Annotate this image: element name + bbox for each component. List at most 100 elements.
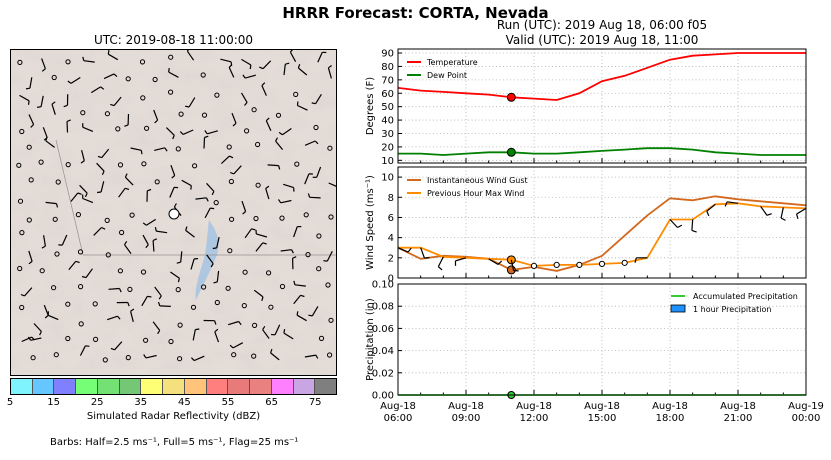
wind-barb: [108, 287, 122, 293]
calm-wind-marker: [251, 353, 257, 359]
wind-barb: [33, 323, 42, 336]
wind-barb: [271, 324, 281, 336]
wind-barb: [297, 64, 308, 76]
wind-barb: [25, 77, 33, 90]
wind-barb: [327, 65, 332, 79]
x-tick-label: Aug-18: [380, 401, 416, 412]
calm-wind-marker: [78, 284, 84, 290]
colorbar-segment: [249, 379, 271, 394]
wind-barb: [79, 184, 88, 198]
calm-wind-marker: [241, 303, 247, 309]
wind-barb: [283, 62, 290, 76]
calm-wind-marker: [226, 144, 232, 150]
calm-wind-marker: [227, 248, 233, 254]
wind-barb: [170, 271, 180, 283]
wind-barb: [261, 82, 267, 96]
wind-barb: [204, 207, 215, 219]
calm-wind-marker: [242, 269, 248, 275]
wind-barb: [669, 219, 678, 228]
calm-wind-marker: [576, 261, 583, 268]
calm-wind-marker: [229, 216, 235, 222]
calm-wind-marker: [177, 322, 183, 328]
calm-wind-marker: [117, 268, 124, 274]
calm-wind-marker: [294, 161, 300, 167]
wind-barb: [157, 301, 171, 307]
calm-wind-marker: [244, 128, 250, 134]
y-tick-label: 70: [381, 75, 394, 86]
calm-wind-marker: [129, 212, 135, 218]
wind-barb: [47, 311, 59, 321]
calm-wind-marker: [228, 178, 234, 185]
wind-barb: [727, 201, 739, 204]
y-tick-label: 6: [388, 213, 394, 224]
colorbar-segment: [53, 379, 76, 394]
calm-wind-marker: [168, 54, 174, 60]
calm-wind-marker: [154, 179, 160, 185]
calm-wind-marker: [51, 285, 57, 291]
calm-wind-marker: [275, 112, 282, 118]
calm-wind-marker: [17, 198, 24, 204]
calm-wind-marker: [327, 352, 333, 358]
wind-barb-flag: [724, 201, 728, 207]
wind-barb: [488, 258, 499, 265]
calm-wind-marker: [279, 215, 285, 221]
wind-barb: [118, 187, 130, 198]
wind-barb: [206, 254, 214, 268]
calm-wind-marker: [313, 124, 319, 131]
wind-barb: [229, 165, 242, 175]
y-tick-label: 80: [381, 62, 394, 73]
calm-wind-marker: [105, 252, 111, 258]
y-tick-label: 20: [381, 142, 394, 153]
wind-barb: [229, 342, 244, 349]
wind-barb: [242, 74, 256, 79]
wind-barb: [184, 97, 196, 108]
y-tick-label: 4: [388, 233, 394, 244]
calm-wind-marker: [92, 301, 98, 307]
wind-barb: [45, 201, 59, 208]
wind-barb: [760, 206, 768, 216]
wind-barb: [240, 92, 248, 106]
chart-panel-1: 10 20 30 40 50 60 70 80 90 Degrees (F) Temperature…: [365, 48, 807, 167]
wind-barb: [143, 354, 157, 359]
wind-barb: [153, 109, 159, 124]
wind-barb: [179, 129, 194, 135]
current-value-marker: [506, 147, 516, 157]
wind-barb: [67, 76, 81, 84]
calm-wind-marker: [93, 336, 99, 342]
wind-barb: [28, 250, 33, 265]
y-tick-label: 50: [381, 102, 394, 113]
wind-barb: [206, 182, 215, 196]
wind-barb: [214, 328, 220, 343]
wind-barb: [280, 249, 294, 254]
colorbar-label: Simulated Radar Reflectivity (dBZ): [86, 411, 261, 422]
legend-label: 1 hour Precipitation: [693, 305, 772, 314]
y-tick-label: 0.00: [372, 391, 394, 402]
wind-barb: [169, 186, 179, 198]
wind-barb: [142, 234, 149, 249]
wind-barb: [124, 113, 130, 127]
legend-label: Instantaneous Wind Gust: [427, 176, 528, 185]
calm-wind-marker: [255, 182, 261, 188]
wind-barb: [66, 119, 71, 133]
calm-wind-marker: [175, 287, 181, 293]
wind-barb: [63, 94, 69, 108]
wind-barb: [154, 147, 168, 152]
wind-barb: [186, 50, 195, 61]
wind-barb: [255, 229, 268, 238]
colorbar-tick-label: 5: [6, 397, 14, 408]
calm-wind-marker: [30, 355, 36, 361]
wind-barb: [228, 64, 235, 78]
wind-barb: [293, 294, 305, 305]
wind-barb: [36, 95, 44, 108]
wind-barb: [304, 140, 319, 146]
calm-wind-marker: [51, 74, 57, 81]
y-tick-label: 0.08: [372, 302, 394, 313]
wind-barb: [45, 136, 55, 148]
wind-barb: [510, 259, 515, 271]
wind-barb: [283, 183, 295, 192]
calm-wind-marker: [168, 89, 174, 95]
y-tick-label: 0.10: [372, 280, 394, 291]
calm-wind-marker: [115, 126, 121, 132]
wind-barb: [265, 185, 270, 200]
